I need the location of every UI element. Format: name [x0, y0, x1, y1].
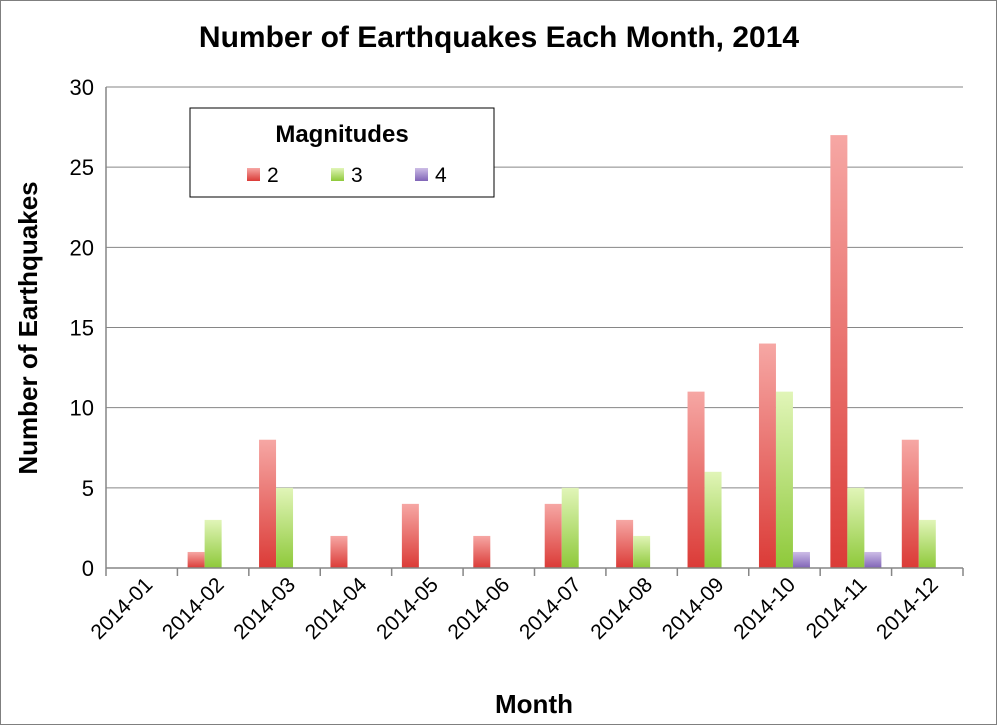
x-tick-label: 2014-03 [229, 573, 300, 644]
bar-2014-10-mag-2 [758, 343, 776, 568]
bar-2014-06-mag-2 [473, 535, 491, 568]
x-tick-label: 2014-01 [86, 573, 157, 644]
bar-2014-03-mag-2 [259, 439, 277, 568]
y-tick-label: 30 [70, 75, 94, 100]
x-tick-label: 2014-02 [158, 573, 229, 644]
x-tick-labels: 2014-01 2014-02 2014-03 2014-04 2014-05 2014-… [86, 573, 942, 644]
bar-2014-02-mag-3 [204, 519, 222, 568]
axes [105, 87, 964, 576]
y-axis-title: Number of Earthquakes [13, 181, 43, 474]
legend-swatch-4 [415, 168, 428, 181]
bar-2014-12-mag-2 [901, 439, 919, 568]
bars [187, 135, 936, 568]
x-tick-label: 2014-11 [802, 573, 872, 643]
bar-2014-02-mag-2 [187, 551, 205, 568]
x-tick-label: 2014-06 [444, 573, 515, 644]
y-tick-label: 10 [70, 396, 94, 421]
x-tick-label: 2014-05 [372, 573, 443, 644]
legend-label-3: 3 [351, 164, 363, 187]
legend-box [189, 107, 495, 198]
bar-2014-12-mag-3 [918, 519, 936, 568]
y-tick-label: 0 [82, 556, 94, 581]
y-tick-label: 25 [70, 155, 94, 180]
bar-2014-11-mag-4 [864, 551, 882, 568]
x-axis-title: Month [495, 689, 573, 719]
legend-title: Magnitudes [275, 121, 408, 148]
bar-2014-09-mag-3 [704, 471, 722, 568]
x-tick-label: 2014-10 [729, 573, 800, 644]
legend-swatch-2 [247, 168, 260, 181]
bar-2014-11-mag-2 [830, 135, 848, 568]
bar-2014-11-mag-3 [847, 487, 865, 568]
y-tick-labels: 0 5 10 15 20 25 30 [70, 75, 94, 581]
bar-2014-08-mag-2 [616, 519, 634, 568]
bar-2014-10-mag-3 [775, 391, 793, 568]
bar-2014-10-mag-4 [792, 551, 810, 568]
bar-2014-07-mag-3 [561, 487, 579, 568]
x-tick-label: 2014-12 [872, 573, 943, 644]
bar-2014-03-mag-3 [276, 487, 294, 568]
x-tick-label: 2014-07 [515, 573, 586, 644]
legend-swatch-3 [331, 168, 344, 181]
x-tick-label: 2014-08 [586, 573, 657, 644]
bar-2014-04-mag-2 [330, 535, 348, 568]
y-tick-label: 5 [82, 476, 94, 501]
x-tick-label: 2014-04 [301, 573, 372, 644]
x-tick-label: 2014-09 [658, 573, 729, 644]
legend: Magnitudes 2 3 4 [189, 107, 495, 198]
legend-label-2: 2 [267, 164, 279, 187]
legend-items: 2 3 4 [247, 164, 447, 187]
y-tick-label: 20 [70, 235, 94, 260]
bar-2014-09-mag-2 [687, 391, 705, 568]
chart-title: Number of Earthquakes Each Month, 2014 [199, 21, 799, 54]
y-tick-label: 15 [70, 316, 94, 341]
bar-2014-08-mag-3 [633, 535, 651, 568]
bar-2014-05-mag-2 [401, 503, 419, 568]
legend-label-4: 4 [435, 164, 447, 187]
bar-2014-07-mag-2 [544, 503, 562, 568]
